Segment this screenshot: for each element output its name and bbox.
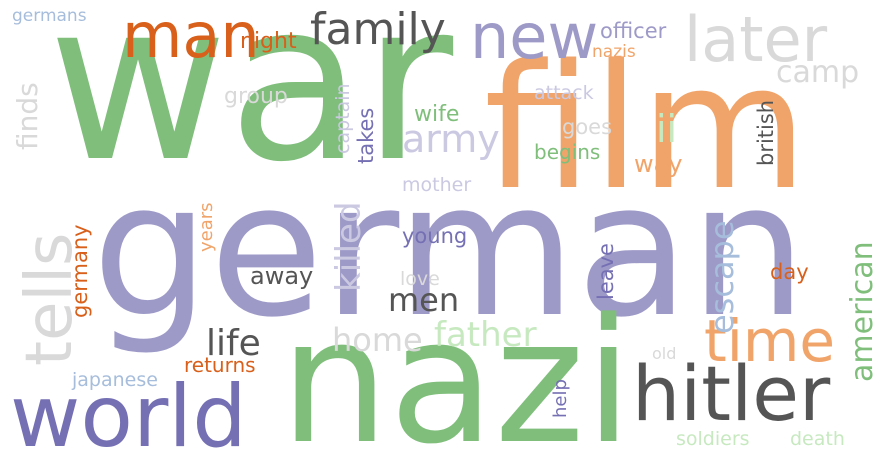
word-later: later (684, 3, 828, 76)
word-camp: camp (776, 55, 860, 90)
word-leave: leave (594, 243, 618, 300)
word-germany: germany (68, 224, 92, 318)
word-officer: officer (600, 19, 667, 43)
word-escape: escape (703, 220, 741, 334)
word-mother: mother (402, 174, 472, 196)
word-help: help (550, 379, 571, 418)
word-film: film (484, 27, 808, 228)
word-goes: goes (562, 115, 613, 139)
word-japanese: japanese (72, 369, 158, 391)
word-germans: germans (12, 6, 87, 26)
word-american: american (845, 241, 880, 382)
word-nazis: nazis (592, 42, 636, 62)
word-army: army (402, 117, 500, 161)
word-way: way (634, 150, 683, 178)
word-soldiers: soldiers (676, 428, 750, 450)
word-man: man (122, 0, 260, 72)
word-family: family (310, 4, 446, 55)
word-new: new (470, 0, 599, 73)
word-life: life (206, 323, 261, 364)
word-away: away (250, 262, 314, 290)
word-group: group (224, 84, 288, 109)
word-nazi: nazi (280, 281, 633, 474)
word-home: home (332, 321, 423, 359)
word-killed: killed (329, 201, 369, 292)
word-takes: takes (354, 107, 378, 164)
word-german: german (92, 142, 807, 358)
word-attack: attack (534, 82, 594, 104)
word-men: men (388, 281, 460, 319)
word-world: world (10, 367, 247, 467)
word-young: young (402, 224, 468, 248)
word-captain: captain (332, 83, 354, 154)
word-british: british (754, 99, 778, 166)
word-ii: ii (656, 107, 678, 151)
word-night: night (240, 29, 297, 54)
word-begins: begins (534, 140, 601, 164)
word-love: love (400, 268, 440, 290)
word-years: years (196, 202, 217, 252)
word-day: day (770, 260, 809, 284)
word-father: father (434, 315, 537, 355)
word-time: time (704, 307, 836, 375)
word-finds: finds (11, 82, 44, 150)
word-death: death (790, 428, 845, 450)
word-old: old (652, 344, 677, 363)
word-hitler: hitler (632, 349, 831, 438)
word-wife: wife (414, 102, 460, 127)
word-returns: returns (184, 353, 256, 377)
word-war: war (48, 0, 454, 210)
